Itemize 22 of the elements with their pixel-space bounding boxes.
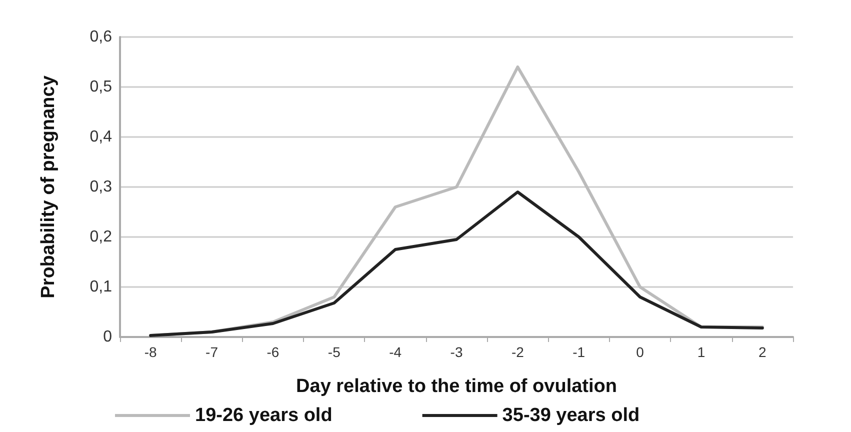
x-tick-label: -5: [328, 344, 341, 360]
x-tick-label: 0: [636, 344, 644, 360]
y-tick-label: 0,4: [90, 128, 112, 146]
y-tick-label: 0,3: [90, 178, 112, 196]
x-tick-label: -8: [144, 344, 158, 360]
x-tick-label: -6: [266, 344, 280, 360]
x-tick-label: -7: [206, 344, 218, 360]
x-tick-label: -1: [572, 344, 586, 360]
legend-label: 35-39 years old: [502, 405, 640, 426]
x-tick-label: -3: [450, 344, 463, 360]
y-tick-label: 0,1: [90, 278, 112, 296]
x-tick-label: -4: [389, 344, 402, 360]
y-tick-label: 0: [103, 328, 112, 346]
y-tick-label: 0,6: [90, 28, 112, 46]
x-tick-label: 1: [697, 344, 706, 360]
y-axis-title: Probability of pregnancy: [38, 75, 59, 298]
y-tick-label: 0,5: [90, 78, 112, 96]
y-tick-label: 0,2: [90, 228, 112, 246]
x-tick-label: -2: [511, 344, 524, 360]
legend-label: 19-26 years old: [195, 405, 332, 426]
x-tick-label: 2: [758, 344, 767, 360]
x-axis-title: Day relative to the time of ovulation: [296, 376, 617, 397]
